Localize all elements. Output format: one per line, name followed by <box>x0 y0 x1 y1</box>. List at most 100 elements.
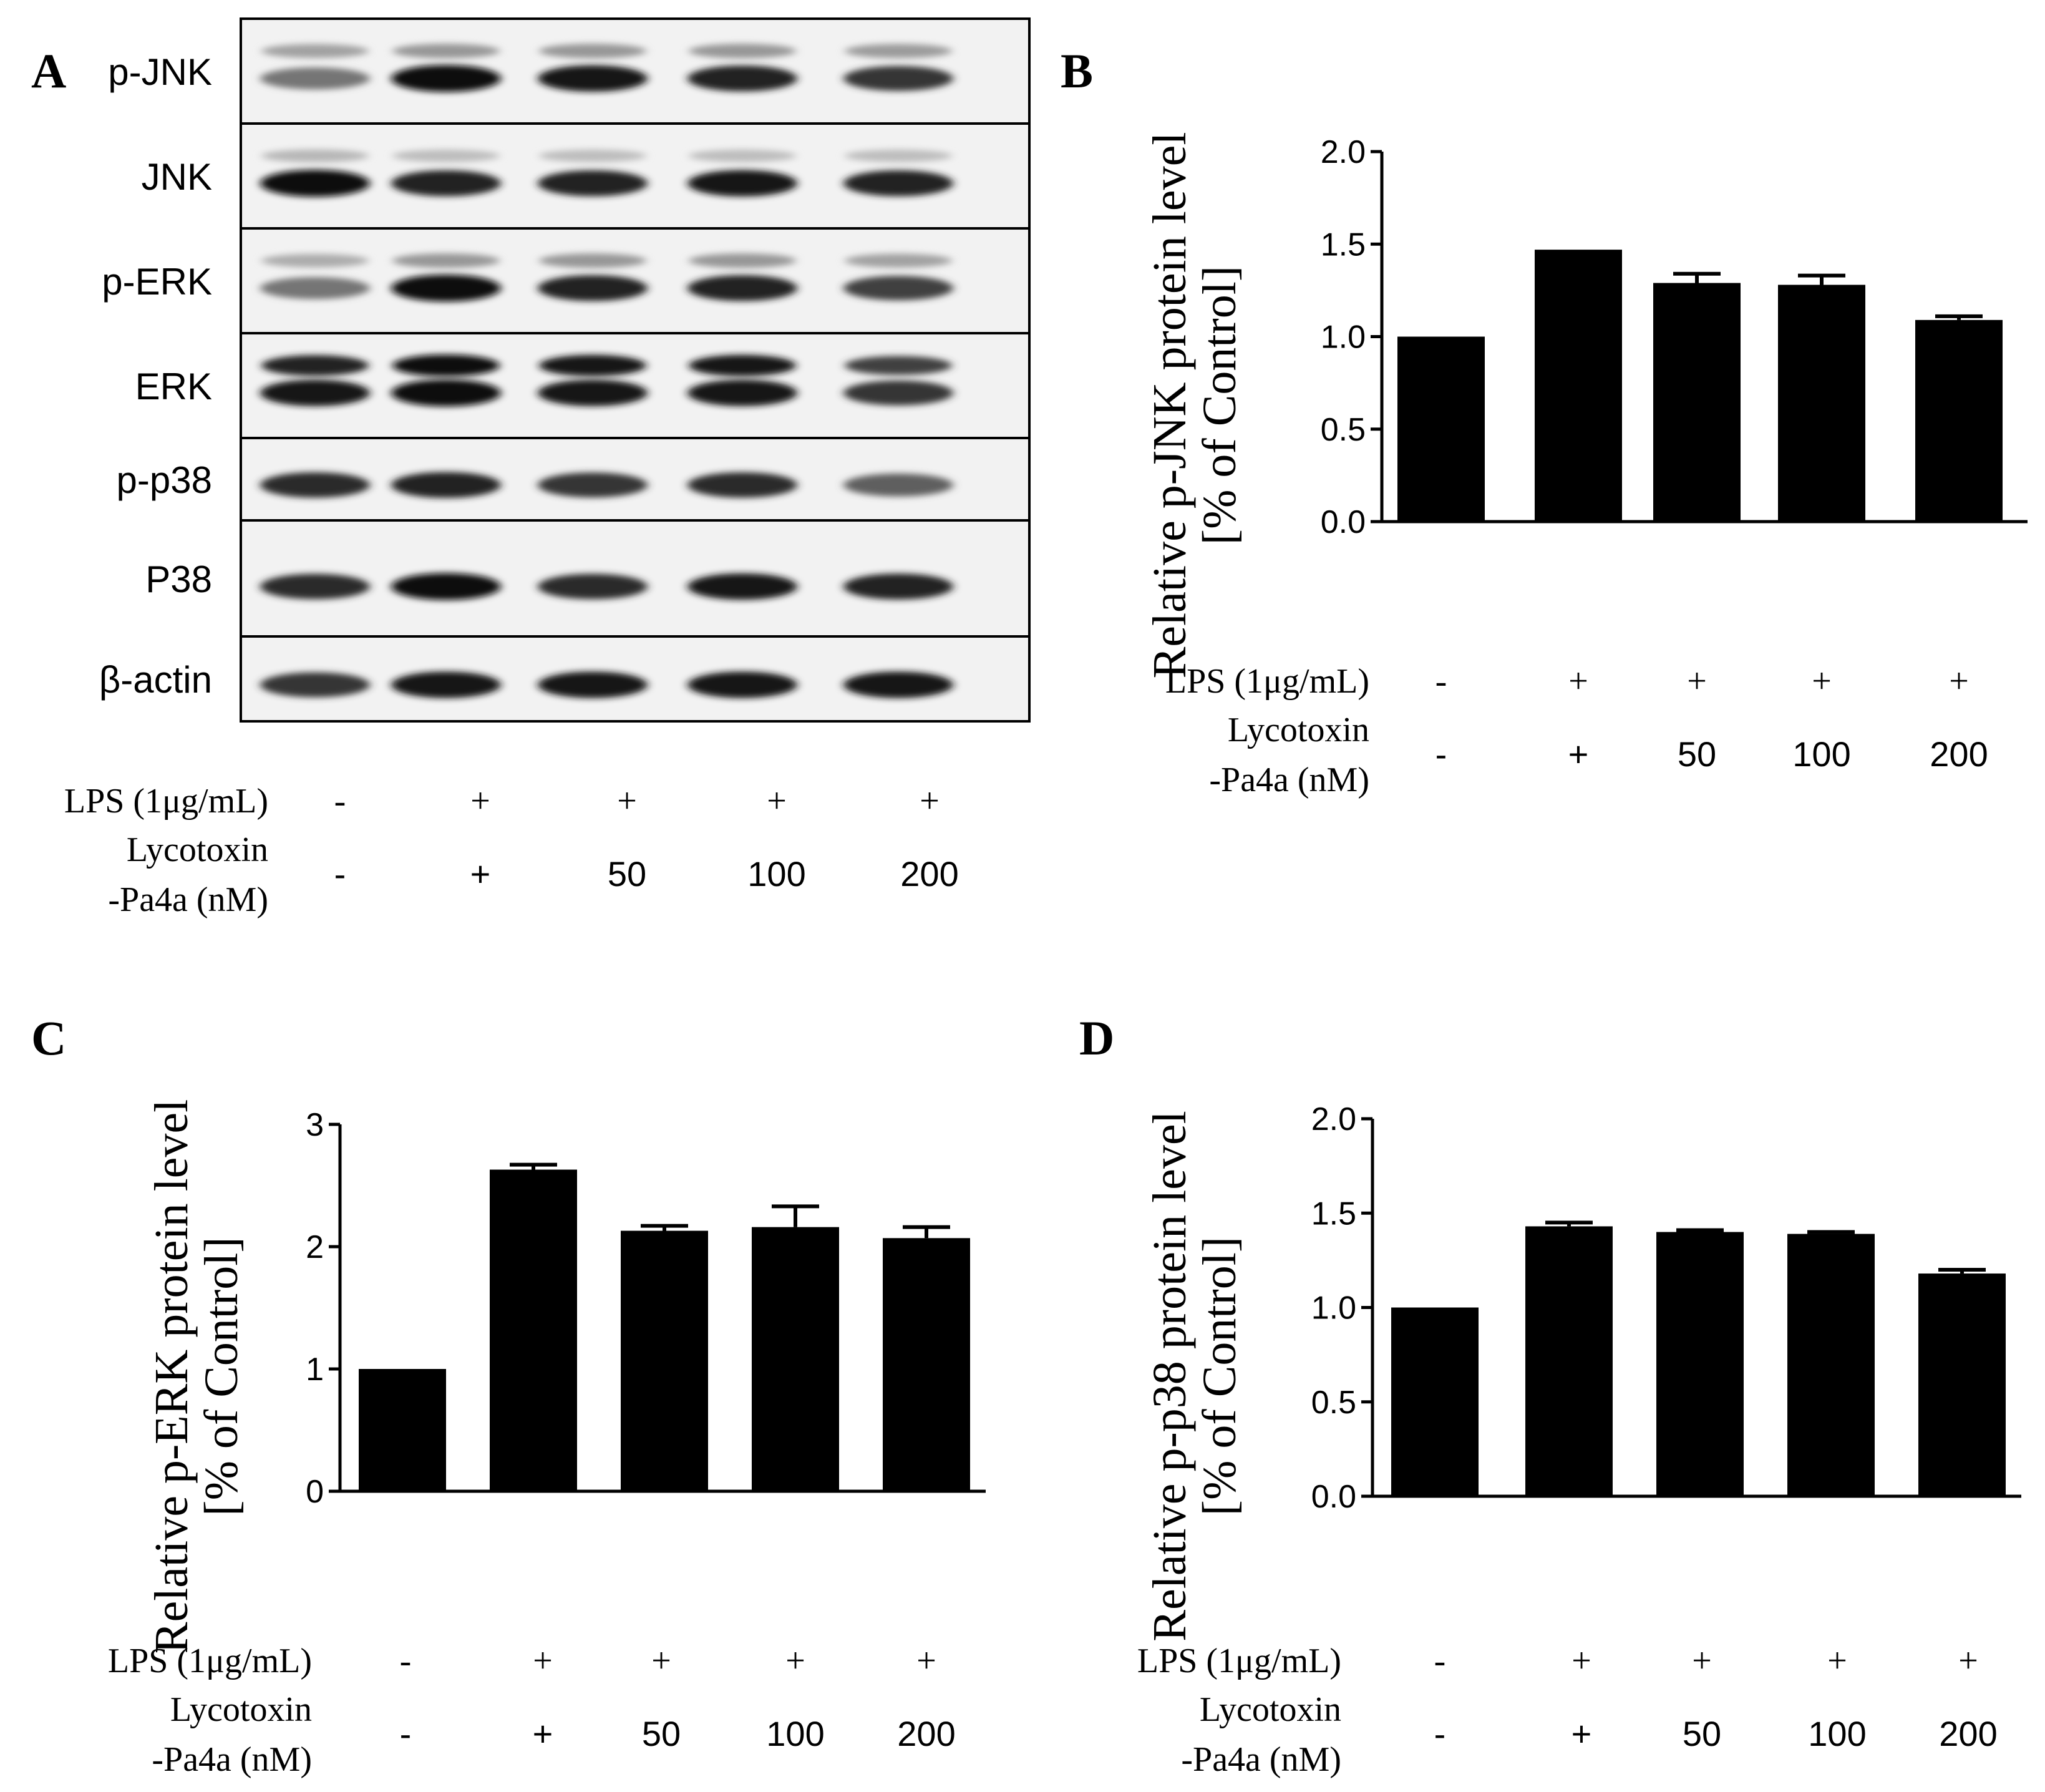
blot-upper-band <box>392 354 500 377</box>
y-tick-label: 2.0 <box>1321 134 1366 170</box>
blot-row-label: p-ERK <box>102 261 212 303</box>
toxin-value: 100 <box>766 1714 824 1753</box>
blot-band <box>687 275 797 301</box>
toxin-value: - <box>1434 1714 1446 1753</box>
y-tick-label: 2.0 <box>1311 1101 1356 1137</box>
blot-band <box>538 379 648 406</box>
bar <box>1535 250 1622 522</box>
blot-band <box>843 671 953 698</box>
lps-value: + <box>1827 1642 1847 1680</box>
bar <box>1787 1234 1875 1496</box>
y-tick-label: 3 <box>306 1107 324 1143</box>
blot-upper-band <box>845 253 952 268</box>
blot-upper-band <box>845 356 952 376</box>
blot-band <box>260 170 370 197</box>
bar <box>1778 285 1865 522</box>
lps-value: + <box>1692 1642 1712 1680</box>
blot-band <box>843 170 953 197</box>
bar-chart-p-p38: 0.0 0.5 1.0 1.5 2.0 Relative p-p38 protein le… <box>1144 1101 2021 1642</box>
toxin-value: 200 <box>1939 1714 1997 1753</box>
panel-label-d: D <box>1079 1011 1114 1065</box>
blot-band <box>538 275 648 301</box>
lps-value: + <box>533 1642 553 1680</box>
blot-band <box>538 65 648 92</box>
blot-upper-band <box>539 354 646 376</box>
toxin-value: 50 <box>1683 1714 1721 1753</box>
blot-upper-band <box>845 44 952 59</box>
blot-band <box>843 573 953 600</box>
blot-row-label: β-actin <box>99 659 212 701</box>
toxin-value: + <box>1568 734 1589 774</box>
lps-row-label: LPS (1μg/mL) <box>1165 662 1369 701</box>
toxin-value: 200 <box>900 854 958 894</box>
blot-upper-band <box>261 355 369 376</box>
toxin-value: + <box>470 854 491 894</box>
blot-band <box>538 472 648 498</box>
bar <box>1915 319 2003 522</box>
toxin-value: - <box>334 854 346 894</box>
bar <box>1653 283 1741 522</box>
blot-upper-band <box>539 44 646 59</box>
lps-value: + <box>617 782 637 821</box>
blot-band <box>260 573 370 600</box>
blot-band <box>843 380 953 406</box>
lps-value: + <box>1812 662 1832 701</box>
lps-row-label: LPS (1μg/mL) <box>108 1642 312 1680</box>
blot-upper-band <box>392 149 500 162</box>
blot-upper-band <box>539 149 646 162</box>
blot-band <box>391 65 501 92</box>
panel-label-c: C <box>31 1011 66 1065</box>
blot-upper-band <box>392 44 500 59</box>
y-axis-label: Relative p-JNK protein level[% of Contro… <box>1144 132 1246 679</box>
bar <box>1391 1307 1479 1496</box>
bar <box>1656 1232 1744 1496</box>
blot-upper-band <box>539 253 646 268</box>
toxin-row-label-line1: Lycotoxin <box>1200 1690 1341 1729</box>
blot-band <box>260 379 370 406</box>
lps-value: + <box>1949 662 1969 701</box>
blot-band <box>260 67 370 90</box>
blot-row-label: P38 <box>145 558 212 600</box>
toxin-row-label-line2: -Pa4a (nM) <box>108 880 268 919</box>
blot-upper-band <box>689 44 796 59</box>
blot-upper-band <box>689 149 796 162</box>
bar <box>752 1227 839 1491</box>
bar <box>490 1169 577 1491</box>
conditions-panel-b: LPS (1μg/mL) Lycotoxin -Pa4a (nM) - + + + + - +50… <box>1165 662 1988 799</box>
toxin-value: - <box>1435 734 1447 774</box>
bar-chart-p-erk: 0 1 2 3 Relative p-ERK protein level[% of Co… <box>145 1099 986 1654</box>
blot-band <box>260 472 370 498</box>
blot-upper-band <box>261 149 369 163</box>
y-tick-label: 0.5 <box>1311 1385 1356 1421</box>
blot-band <box>260 277 370 299</box>
panel-label-a: A <box>31 44 66 98</box>
blot-upper-band <box>689 253 796 268</box>
toxin-row-label-line2: -Pa4a (nM) <box>1181 1740 1341 1779</box>
blot-band <box>391 379 501 407</box>
y-axis-label-line1: Relative p-p38 protein level <box>1144 1111 1196 1642</box>
blot-band <box>538 573 648 600</box>
toxin-value: 50 <box>608 854 646 894</box>
lps-row-label: LPS (1μg/mL) <box>64 782 268 821</box>
y-axis-label-line1: Relative p-ERK protein level <box>145 1099 198 1654</box>
toxin-value: 200 <box>897 1714 955 1753</box>
conditions-panel-d: LPS (1μg/mL) Lycotoxin -Pa4a (nM) - + + + + - +50… <box>1137 1642 1998 1779</box>
y-tick-label: 1.5 <box>1321 226 1366 263</box>
blot-upper-band <box>689 354 796 376</box>
bar <box>359 1369 446 1491</box>
y-tick-label: 1 <box>306 1351 324 1388</box>
lps-value: + <box>785 1642 805 1680</box>
blot-band <box>391 671 501 698</box>
y-tick-label: 2 <box>306 1229 324 1265</box>
y-tick-label: 0 <box>306 1474 324 1510</box>
toxin-value: + <box>533 1714 553 1753</box>
blot-band <box>687 671 797 698</box>
lps-value: + <box>767 782 787 821</box>
bar <box>883 1238 970 1491</box>
lps-value: - <box>1434 1642 1446 1680</box>
y-tick-label: 1.0 <box>1311 1290 1356 1327</box>
y-axis-label-line2: [% of Control] <box>195 1237 248 1516</box>
y-axis-label: Relative p-p38 protein level[% of Contro… <box>1144 1111 1246 1642</box>
blot-row-label: p-p38 <box>117 459 212 501</box>
